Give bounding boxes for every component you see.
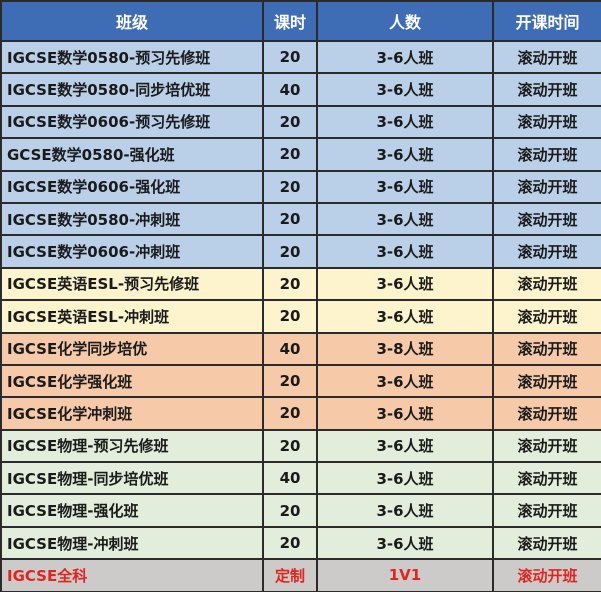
class-size-cell: 3-6人班 [316,169,494,204]
class-name-cell: IGCSE数学0606-预习先修班 [0,104,264,140]
table-row: GCSE数学0580-强化班 20 3-6人班 滚动开班 [0,137,601,172]
hours-cell: 20 [262,234,318,269]
class-size-cell: 3-6人班 [316,39,494,75]
start-time-cell: 滚动开班 [492,137,601,172]
start-time-cell: 滚动开班 [492,72,601,107]
table-row: IGCSE数学0580-预习先修班 20 3-6人班 滚动开班 [0,39,601,75]
hours-cell: 40 [262,72,318,107]
start-time-cell: 滚动开班 [492,558,601,592]
start-time-cell: 滚动开班 [492,266,601,302]
hours-cell: 20 [262,104,318,140]
start-time-cell: 滚动开班 [492,461,601,496]
class-size-cell: 3-6人班 [316,461,494,496]
class-size-cell: 3-6人班 [316,525,494,561]
class-name-cell: IGCSE数学0580-预习先修班 [0,39,264,75]
start-time-cell: 滚动开班 [492,39,601,75]
hours-cell: 20 [262,201,318,237]
class-size-cell: 3-6人班 [316,266,494,302]
column-header-size: 人数 [316,0,494,42]
header-row: 班级 课时 人数 开课时间 [0,0,601,42]
hours-cell: 20 [262,266,318,302]
table-row: IGCSE化学冲刺班 20 3-6人班 滚动开班 [0,396,601,431]
class-size-cell: 3-6人班 [316,234,494,269]
table-row: IGCSE物理-冲刺班 20 3-6人班 滚动开班 [0,525,601,561]
hours-cell: 20 [262,493,318,528]
class-size-cell: 3-6人班 [316,299,494,334]
class-name-cell: IGCSE数学0580-冲刺班 [0,201,264,237]
table-row: IGCSE数学0580-同步培优班 40 3-6人班 滚动开班 [0,72,601,107]
table-row: IGCSE数学0606-冲刺班 20 3-6人班 滚动开班 [0,234,601,269]
class-name-cell: IGCSE物理-同步培优班 [0,461,264,496]
table-row: IGCSE数学0580-冲刺班 20 3-6人班 滚动开班 [0,201,601,237]
class-size-cell: 3-6人班 [316,428,494,464]
class-size-cell: 1V1 [316,558,494,592]
hours-cell: 20 [262,525,318,561]
start-time-cell: 滚动开班 [492,493,601,528]
hours-cell: 40 [262,461,318,496]
class-name-cell: IGCSE英语ESL-预习先修班 [0,266,264,302]
table-row: IGCSE数学0606-强化班 20 3-6人班 滚动开班 [0,169,601,204]
class-name-cell: IGCSE物理-冲刺班 [0,525,264,561]
start-time-cell: 滚动开班 [492,299,601,334]
table-row: IGCSE化学同步培优 40 3-8人班 滚动开班 [0,331,601,366]
start-time-cell: 滚动开班 [492,396,601,431]
table-row: IGCSE英语ESL-预习先修班 20 3-6人班 滚动开班 [0,266,601,302]
start-time-cell: 滚动开班 [492,331,601,366]
class-name-cell: IGCSE物理-强化班 [0,493,264,528]
class-name-cell: IGCSE全科 [0,558,264,592]
class-name-cell: IGCSE化学冲刺班 [0,396,264,431]
class-size-cell: 3-6人班 [316,396,494,431]
class-size-cell: 3-6人班 [316,493,494,528]
hours-cell: 20 [262,169,318,204]
class-name-cell: IGCSE数学0606-强化班 [0,169,264,204]
start-time-cell: 滚动开班 [492,104,601,140]
table-row: IGCSE全科 定制 1V1 滚动开班 [0,558,601,592]
class-name-cell: IGCSE物理-预习先修班 [0,428,264,464]
class-size-cell: 3-6人班 [316,137,494,172]
start-time-cell: 滚动开班 [492,169,601,204]
table-row: IGCSE英语ESL-冲刺班 20 3-6人班 滚动开班 [0,299,601,334]
column-header-start-time: 开课时间 [492,0,601,42]
start-time-cell: 滚动开班 [492,201,601,237]
class-size-cell: 3-6人班 [316,104,494,140]
class-size-cell: 3-6人班 [316,72,494,107]
class-name-cell: GCSE数学0580-强化班 [0,137,264,172]
class-name-cell: IGCSE数学0580-同步培优班 [0,72,264,107]
class-name-cell: IGCSE化学强化班 [0,363,264,399]
hours-cell: 20 [262,363,318,399]
hours-cell: 20 [262,39,318,75]
hours-cell: 20 [262,396,318,431]
table-row: IGCSE物理-预习先修班 20 3-6人班 滚动开班 [0,428,601,464]
start-time-cell: 滚动开班 [492,363,601,399]
hours-cell: 20 [262,137,318,172]
start-time-cell: 滚动开班 [492,234,601,269]
table-row: IGCSE物理-强化班 20 3-6人班 滚动开班 [0,493,601,528]
hours-cell: 20 [262,428,318,464]
hours-cell: 20 [262,299,318,334]
hours-cell: 定制 [262,558,318,592]
class-size-cell: 3-6人班 [316,201,494,237]
start-time-cell: 滚动开班 [492,428,601,464]
class-name-cell: IGCSE化学同步培优 [0,331,264,366]
table-row: IGCSE化学强化班 20 3-6人班 滚动开班 [0,363,601,399]
class-size-cell: 3-6人班 [316,363,494,399]
table-row: IGCSE物理-同步培优班 40 3-6人班 滚动开班 [0,461,601,496]
table-body: IGCSE数学0580-预习先修班 20 3-6人班 滚动开班 IGCSE数学0… [0,39,601,592]
class-name-cell: IGCSE英语ESL-冲刺班 [0,299,264,334]
start-time-cell: 滚动开班 [492,525,601,561]
column-header-class: 班级 [0,0,264,42]
class-size-cell: 3-8人班 [316,331,494,366]
class-name-cell: IGCSE数学0606-冲刺班 [0,234,264,269]
column-header-hours: 课时 [262,0,318,42]
table-row: IGCSE数学0606-预习先修班 20 3-6人班 滚动开班 [0,104,601,140]
hours-cell: 40 [262,331,318,366]
